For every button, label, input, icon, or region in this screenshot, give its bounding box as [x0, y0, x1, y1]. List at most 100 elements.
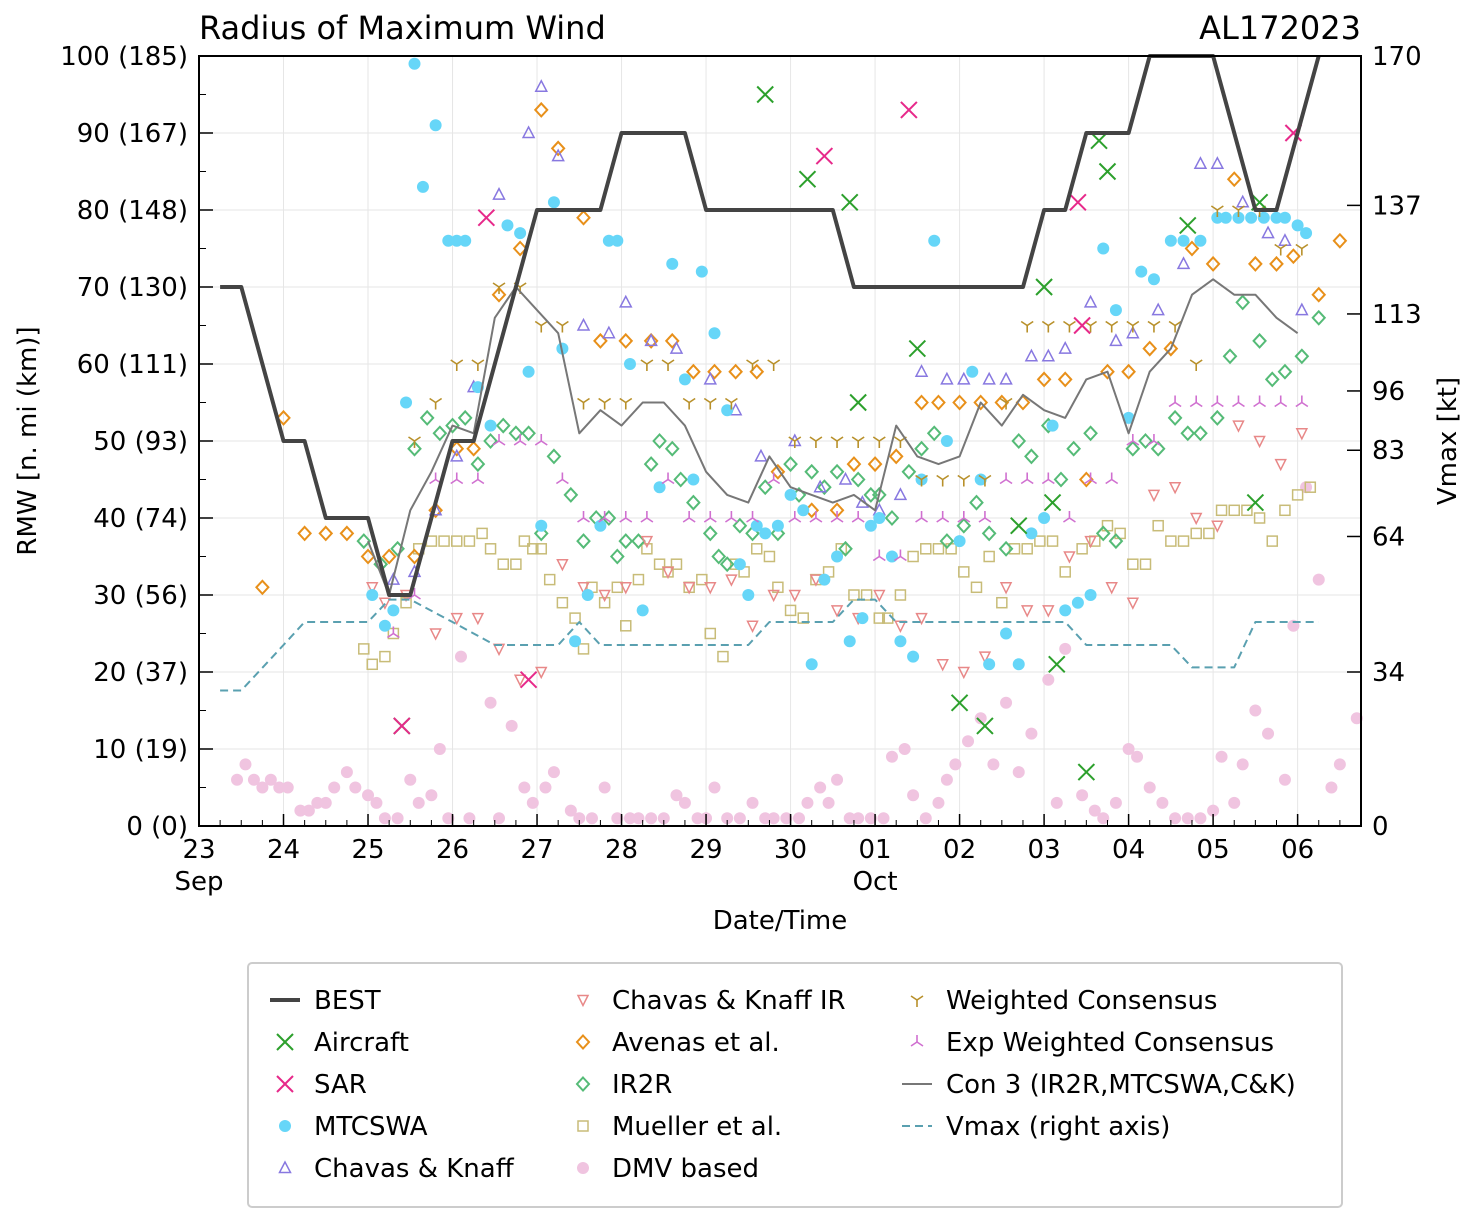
y-tick-label: 90 (167) [77, 119, 188, 149]
point-avenas-et-al [1142, 340, 1158, 357]
x-tick-label: 30 [774, 835, 807, 865]
x-tick-label: 27 [520, 835, 553, 865]
point-mueller-et-al [1152, 519, 1164, 532]
point-mtcswa [733, 558, 746, 571]
point-mtcswa [666, 257, 679, 270]
point-exp-weighted-consensus [661, 472, 675, 485]
point-chavas-knaff [1278, 233, 1292, 247]
point-mtcswa [1232, 211, 1245, 224]
point-ir2r [1125, 440, 1141, 457]
point-mueller-et-al [510, 558, 522, 570]
point-mueller-et-al [463, 535, 476, 547]
point-aircraft [1043, 493, 1062, 512]
point-exp-weighted-consensus [386, 626, 400, 639]
point-chavas-knaff [619, 294, 633, 308]
point-aircraft [849, 393, 867, 412]
point-chavas-knaff-ir [704, 582, 717, 595]
point-exp-weighted-consensus [513, 434, 527, 446]
point-mueller-et-al [932, 543, 945, 555]
point-weighted-consensus [788, 436, 802, 448]
point-mueller-et-al [1034, 535, 1046, 547]
point-ir2r [838, 540, 853, 557]
point-chavas-knaff [1024, 348, 1039, 362]
point-mtcswa [442, 234, 455, 247]
point-mtcswa [1291, 219, 1304, 232]
y-tick-label: 0 (0) [126, 812, 188, 842]
point-chavas-knaff [450, 448, 464, 462]
point-chavas-knaff-ir [577, 582, 590, 595]
point-aircraft [1048, 655, 1066, 674]
point-mueller-et-al [653, 558, 666, 570]
point-avenas-et-al [707, 363, 722, 380]
point-mtcswa [514, 227, 527, 240]
point-weighted-consensus [450, 359, 464, 371]
point-dmv-based [691, 812, 704, 825]
point-chavas-knaff [1295, 302, 1309, 316]
point-ir2r [652, 433, 667, 449]
point-mtcswa [547, 196, 560, 209]
legend-swatch [278, 1160, 292, 1174]
point-dmv-based [721, 812, 734, 825]
point-avenas-et-al [318, 525, 334, 542]
point-dmv-based [1097, 812, 1110, 825]
point-avenas-et-al [618, 332, 634, 349]
series-weighted-consensus [408, 205, 1309, 487]
point-dmv-based [780, 812, 793, 825]
legend-item-avenas-et-al: Avenas et al. [575, 1028, 780, 1058]
point-dmv-based [932, 796, 945, 809]
point-dmv-based [1207, 804, 1220, 817]
point-mueller-et-al [784, 604, 797, 617]
point-mtcswa [873, 512, 886, 524]
point-exp-weighted-consensus [936, 511, 950, 523]
point-weighted-consensus [851, 436, 865, 448]
point-dmv-based [425, 789, 438, 802]
point-exp-weighted-consensus [598, 511, 612, 523]
point-chavas-knaff [1261, 225, 1275, 239]
point-avenas-et-al [407, 548, 422, 565]
point-chavas-knaff [521, 125, 536, 139]
point-ir2r [969, 494, 984, 511]
point-mtcswa [1164, 234, 1177, 247]
point-mueller-et-al [1203, 527, 1215, 540]
point-avenas-et-al [255, 579, 270, 596]
point-dmv-based [877, 812, 890, 825]
point-weighted-consensus [408, 436, 421, 448]
point-mueller-et-al [958, 566, 970, 578]
point-mtcswa [708, 327, 721, 340]
point-ir2r [926, 425, 942, 442]
point-dmv-based [632, 812, 645, 825]
point-ir2r [1222, 348, 1238, 365]
point-avenas-et-al [491, 286, 507, 303]
point-mueller-et-al [1228, 504, 1240, 517]
grid [198, 55, 1361, 827]
legend-label: Exp Weighted Consensus [946, 1028, 1274, 1058]
legend-item-chavas-knaff-ir: Chavas & Knaff IR [576, 986, 846, 1016]
point-dmv-based [463, 812, 476, 825]
point-dmv-based [852, 812, 865, 825]
legend-label: Chavas & Knaff IR [612, 986, 846, 1016]
point-avenas-et-al [1036, 371, 1052, 388]
point-mueller-et-al [598, 596, 611, 609]
point-ir2r [1150, 440, 1166, 457]
x-axis-label: Date/Time [713, 906, 848, 936]
x-tick-label: 05 [1197, 835, 1230, 865]
point-chavas-knaff [914, 364, 929, 377]
point-exp-weighted-consensus [534, 434, 548, 446]
point-mtcswa [953, 535, 966, 548]
point-chavas-knaff-ir [366, 582, 379, 595]
point-avenas-et-al [931, 394, 946, 411]
point-exp-weighted-consensus [1232, 395, 1245, 408]
legend: BEST Aircraft SAR MTCSWA Chavas & Knaff Chava… [247, 962, 1343, 1208]
point-ir2r [1277, 363, 1293, 380]
y-axis-label: RMW [n. mi (km)] [13, 326, 43, 555]
point-mueller-et-al [497, 558, 509, 570]
legend-swatch [276, 1075, 294, 1093]
point-avenas-et-al [1205, 255, 1221, 272]
point-weighted-consensus [619, 397, 633, 410]
point-dmv-based [239, 758, 252, 771]
legend-item-vmax-right-axis: Vmax (right axis) [902, 1112, 1170, 1142]
point-ir2r [884, 510, 900, 526]
point-ir2r [419, 409, 435, 426]
x-tick-label: 23 [182, 835, 215, 865]
point-mueller-et-al [945, 543, 957, 555]
